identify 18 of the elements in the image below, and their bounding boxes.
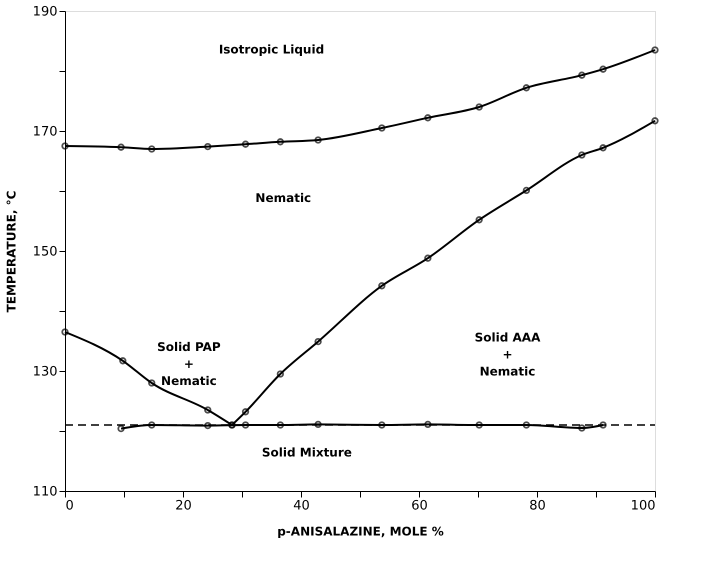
- annotation: Isotropic Liquid: [218, 42, 324, 56]
- x-tick-label: 100: [630, 498, 656, 514]
- y-tick-label: 190: [32, 4, 58, 20]
- x-tick-label: 0: [66, 498, 74, 514]
- x-tick-label: 60: [411, 498, 428, 514]
- y-axis-title: TEMPERATURE, °C: [4, 190, 19, 312]
- y-tick-label: 170: [32, 124, 58, 140]
- annotation: Solid AAA + Nematic: [474, 330, 542, 378]
- x-tick-label: 80: [529, 498, 546, 514]
- annotation: Solid PAP + Nematic: [157, 340, 221, 388]
- annotation: Solid Mixture: [262, 446, 352, 460]
- x-tick-label: 40: [293, 498, 310, 514]
- y-tick-label: 130: [32, 364, 58, 380]
- annotation: Nematic: [255, 191, 312, 206]
- x-tick-label: 20: [175, 498, 192, 514]
- x-axis-title: p-ANISALAZINE, MOLE %: [277, 524, 444, 538]
- y-tick-label: 110: [32, 484, 58, 500]
- y-tick-label: 150: [32, 244, 58, 260]
